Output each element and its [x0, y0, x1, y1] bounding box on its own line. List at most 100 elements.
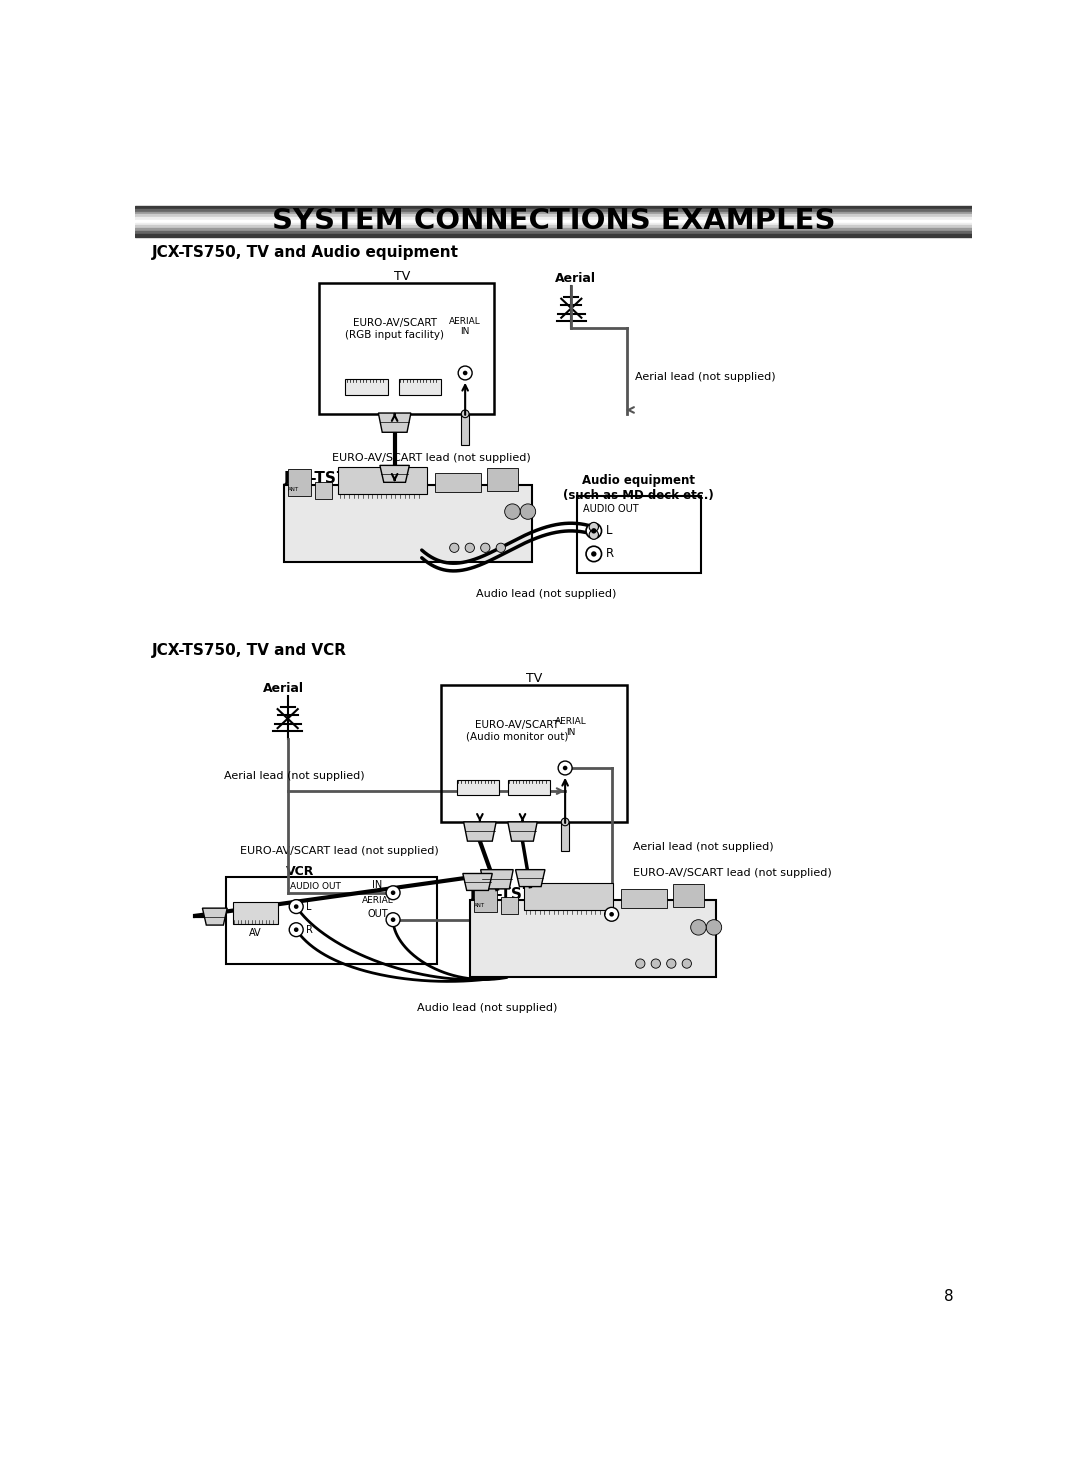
Bar: [135, 219, 972, 222]
Circle shape: [521, 503, 536, 520]
Circle shape: [294, 904, 298, 908]
Bar: [135, 212, 972, 215]
Bar: [508, 780, 551, 795]
Text: EURO-AV/SCART
(Audio monitor out): EURO-AV/SCART (Audio monitor out): [465, 720, 568, 742]
Circle shape: [586, 523, 602, 539]
Bar: [287, 470, 311, 496]
Circle shape: [706, 920, 721, 935]
Circle shape: [666, 958, 676, 969]
Polygon shape: [463, 873, 492, 891]
Text: Aerial lead (not supplied): Aerial lead (not supplied): [225, 771, 365, 780]
Bar: [435, 473, 482, 492]
Circle shape: [562, 818, 569, 826]
Bar: [320, 283, 494, 414]
Circle shape: [558, 761, 572, 774]
Text: AERIAL: AERIAL: [362, 896, 393, 905]
Bar: [457, 780, 499, 795]
Text: OUT: OUT: [367, 910, 388, 920]
Polygon shape: [481, 870, 513, 889]
Text: JCX-TS750: JCX-TS750: [470, 886, 554, 902]
Circle shape: [590, 523, 598, 531]
Bar: [524, 883, 613, 910]
Circle shape: [636, 958, 645, 969]
Circle shape: [387, 913, 400, 926]
Bar: [461, 414, 469, 445]
Polygon shape: [202, 908, 227, 924]
Polygon shape: [515, 870, 545, 886]
Bar: [501, 898, 517, 914]
Circle shape: [481, 543, 490, 552]
Bar: [577, 496, 701, 573]
Circle shape: [591, 528, 596, 533]
Text: R: R: [307, 924, 313, 935]
Circle shape: [691, 920, 706, 935]
Text: AERIAL
IN: AERIAL IN: [555, 717, 586, 737]
Circle shape: [465, 543, 474, 552]
Bar: [135, 231, 972, 234]
Bar: [135, 234, 972, 237]
Bar: [135, 209, 972, 212]
Text: AUDIO OUT: AUDIO OUT: [583, 505, 638, 514]
Bar: [135, 216, 972, 219]
Bar: [284, 484, 531, 562]
Circle shape: [496, 543, 505, 552]
Text: AUDIO OUT: AUDIO OUT: [291, 882, 341, 891]
Text: JCX-TS750, TV and Audio equipment: JCX-TS750, TV and Audio equipment: [152, 244, 459, 259]
Circle shape: [387, 886, 400, 899]
Text: Aerial lead (not supplied): Aerial lead (not supplied): [635, 372, 775, 381]
Text: R: R: [606, 548, 615, 561]
Circle shape: [391, 917, 395, 921]
Text: EURO-AV/SCART
(RGB input facility): EURO-AV/SCART (RGB input facility): [346, 318, 444, 340]
Text: AV: AV: [248, 927, 261, 938]
Circle shape: [586, 546, 602, 562]
Bar: [487, 468, 517, 490]
Circle shape: [651, 958, 661, 969]
Text: Audio equipment
(such as MD deck etc.): Audio equipment (such as MD deck etc.): [564, 474, 714, 502]
Polygon shape: [380, 465, 409, 483]
Bar: [621, 889, 667, 908]
Polygon shape: [378, 414, 410, 433]
Circle shape: [294, 927, 298, 932]
Text: IN: IN: [373, 880, 382, 891]
Bar: [135, 206, 972, 209]
Text: SYSTEM CONNECTIONS EXAMPLES: SYSTEM CONNECTIONS EXAMPLES: [272, 208, 835, 236]
Circle shape: [609, 913, 613, 917]
Text: ANT: ANT: [473, 902, 485, 908]
Circle shape: [289, 923, 303, 936]
Bar: [227, 877, 437, 964]
Bar: [345, 380, 388, 394]
Bar: [673, 883, 704, 907]
Text: JCX-TS750: JCX-TS750: [284, 471, 368, 486]
Circle shape: [449, 543, 459, 552]
Text: L: L: [606, 524, 612, 537]
Circle shape: [289, 899, 303, 914]
Text: TV: TV: [526, 673, 542, 684]
Text: TV: TV: [394, 271, 410, 283]
Bar: [135, 215, 972, 216]
Circle shape: [463, 371, 468, 375]
Text: EURO-AV/SCART lead (not supplied): EURO-AV/SCART lead (not supplied): [332, 453, 530, 462]
Text: Aerial: Aerial: [555, 272, 596, 284]
Bar: [135, 225, 972, 228]
Circle shape: [504, 503, 521, 520]
Text: JCX-TS750, TV and VCR: JCX-TS750, TV and VCR: [152, 643, 347, 658]
Bar: [338, 467, 428, 495]
Text: Aerial lead (not supplied): Aerial lead (not supplied): [633, 842, 774, 851]
Bar: [470, 901, 716, 977]
Text: 8: 8: [944, 1289, 954, 1304]
Text: Audio lead (not supplied): Audio lead (not supplied): [418, 1004, 557, 1013]
Polygon shape: [508, 821, 537, 841]
Bar: [135, 222, 972, 225]
Text: Audio lead (not supplied): Audio lead (not supplied): [475, 589, 616, 599]
Bar: [474, 885, 497, 913]
Bar: [314, 481, 332, 499]
Circle shape: [591, 551, 596, 556]
Polygon shape: [463, 821, 496, 841]
Bar: [399, 380, 441, 394]
Circle shape: [458, 367, 472, 380]
Circle shape: [590, 530, 598, 539]
Bar: [232, 902, 278, 923]
Circle shape: [605, 907, 619, 921]
Circle shape: [461, 409, 469, 418]
Bar: [441, 684, 627, 821]
